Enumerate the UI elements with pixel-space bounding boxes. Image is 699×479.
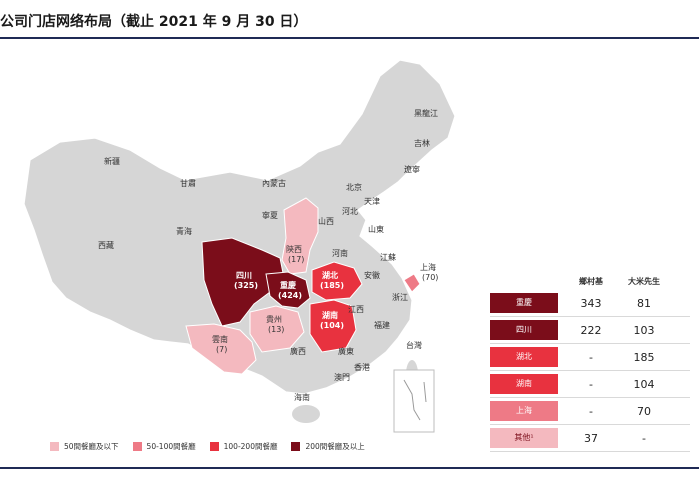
bottom-rule	[0, 467, 699, 469]
label-guangxi: 廣西	[290, 346, 306, 356]
label-hunan: 湖南	[322, 310, 338, 320]
label-yunnan: 雲南	[212, 334, 228, 344]
label-anhui: 安徽	[364, 270, 380, 280]
cell-brand-b: 103	[633, 323, 655, 337]
table-row: 上海 - 70	[490, 398, 690, 425]
cell-brand-a: -	[589, 404, 593, 418]
label-shandong: 山東	[368, 224, 384, 234]
label-jiangxi: 江西	[348, 305, 364, 314]
region-badge: 上海	[490, 401, 558, 421]
legend-swatch	[209, 441, 219, 451]
region-badge: 重慶	[490, 293, 558, 313]
count-hubei: (185)	[320, 281, 344, 290]
label-qinghai: 青海	[176, 226, 192, 236]
store-count-table: 鄉村基 大米先生 重慶 343 81 四川 222 103 湖北 - 185 湖…	[490, 272, 690, 452]
legend-label: 50-100間餐廳	[146, 441, 196, 451]
legend-label: 200間餐廳及以上	[305, 441, 365, 451]
label-hainan: 海南	[294, 392, 310, 402]
label-liaoning: 遼寧	[404, 164, 420, 174]
cell-brand-b: 81	[637, 296, 651, 310]
region-badge: 四川	[490, 320, 558, 340]
cell-brand-b: -	[642, 431, 646, 445]
label-heilongjiang: 黑龍江	[414, 108, 438, 118]
legend-label: 100-200間餐廳	[223, 441, 278, 451]
legend-item: 50間餐廳及以下	[50, 441, 119, 452]
cell-brand-a: 37	[584, 431, 598, 445]
count-sichuan: (325)	[234, 281, 258, 290]
label-beijing: 北京	[346, 182, 362, 192]
count-shanghai: (70)	[422, 273, 438, 282]
label-gansu: 甘肅	[180, 178, 196, 188]
cell-brand-b: 104	[633, 377, 655, 391]
count-yunnan: (7)	[216, 345, 227, 354]
page-title: 公司门店网络布局（截止 2021 年 9 月 30 日）	[0, 14, 308, 30]
region-badge: 其他¹	[490, 428, 558, 448]
south-sea-inset	[393, 369, 435, 433]
count-guizhou: (13)	[268, 325, 284, 334]
legend-swatch	[50, 441, 59, 451]
table-row: 重慶 343 81	[490, 290, 690, 317]
label-fujian: 福建	[374, 320, 390, 330]
label-shanghai: 上海	[420, 262, 436, 272]
table-row: 其他¹ 37 -	[490, 425, 690, 452]
legend-item: 100-200間餐廳	[209, 441, 278, 452]
guizhou-region	[249, 305, 305, 353]
region-badge: 湖北	[490, 347, 558, 367]
table-row: 四川 222 103	[490, 317, 690, 344]
label-xinjiang: 新疆	[104, 156, 120, 166]
cell-brand-b: 185	[633, 350, 655, 364]
south-sea-islands	[403, 379, 427, 421]
map-legend: 50間餐廳及以下 50-100間餐廳 100-200間餐廳 200間餐廳及以上	[50, 438, 365, 454]
label-tianjin: 天津	[364, 196, 380, 206]
top-rule	[0, 37, 699, 39]
label-hongkong: 香港	[354, 362, 370, 372]
chongqing-region	[265, 271, 311, 309]
label-macau: 澳門	[334, 372, 350, 382]
cell-brand-b: 70	[637, 404, 651, 418]
legend-item: 50-100間餐廳	[132, 441, 196, 452]
shaanxi-region	[281, 197, 319, 275]
table-row: 湖南 - 104	[490, 371, 690, 398]
label-xizang: 西藏	[98, 240, 114, 250]
label-hubei: 湖北	[322, 270, 338, 280]
sichuan-region	[201, 237, 285, 327]
header-brand-b: 大米先生	[628, 276, 660, 286]
legend-item: 200間餐廳及以上	[291, 441, 365, 452]
label-shanxi: 山西	[318, 216, 334, 226]
label-hebei: 河北	[342, 206, 358, 216]
label-zhejiang: 浙江	[392, 292, 408, 302]
yunnan-region	[185, 323, 257, 375]
count-shaanxi: (17)	[288, 255, 304, 264]
cell-brand-a: -	[589, 377, 593, 391]
label-jilin: 吉林	[414, 138, 430, 148]
hubei-region	[311, 261, 363, 301]
label-sichuan: 四川	[236, 271, 252, 280]
label-chongqing: 重慶	[280, 280, 297, 290]
region-badge: 湖南	[490, 374, 558, 394]
shanghai-region	[403, 273, 421, 293]
label-taiwan: 台灣	[406, 340, 422, 350]
hunan-region	[309, 299, 357, 353]
legend-label: 50間餐廳及以下	[64, 441, 119, 451]
label-guangdong: 廣東	[338, 346, 354, 356]
china-map: 新疆 西藏 青海 甘肅 內蒙古 寧夏 黑龍江 吉林 遼寧 北京 天津 河北 山西…	[0, 42, 470, 462]
header-brand-a: 鄉村基	[579, 276, 603, 286]
count-hunan: (104)	[320, 321, 344, 330]
cell-brand-a: 222	[580, 323, 602, 337]
table-row: 湖北 - 185	[490, 344, 690, 371]
label-shaanxi: 陝西	[286, 244, 302, 254]
hainan-region	[292, 405, 320, 423]
label-henan: 河南	[332, 248, 348, 258]
label-guizhou: 貴州	[266, 314, 282, 324]
label-ningxia: 寧夏	[262, 210, 278, 220]
cell-brand-a: 343	[580, 296, 602, 310]
count-chongqing: (424)	[278, 291, 302, 300]
legend-swatch	[132, 441, 142, 451]
cell-brand-a: -	[589, 350, 593, 364]
label-jiangsu: 江蘇	[380, 252, 396, 262]
label-neimenggu: 內蒙古	[262, 178, 286, 188]
table-header: 鄉村基 大米先生	[490, 272, 690, 290]
legend-swatch	[291, 441, 301, 451]
